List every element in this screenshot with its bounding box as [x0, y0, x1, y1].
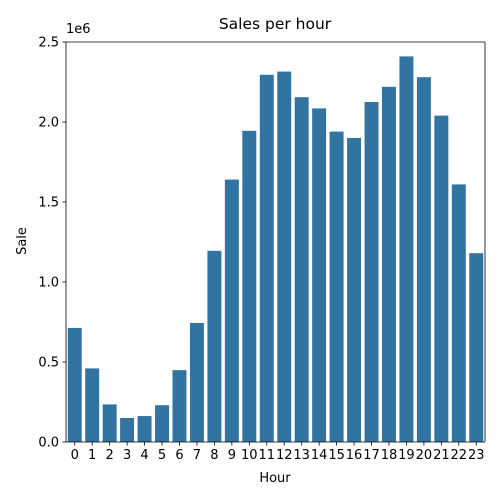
- x-ticks-group: 0 1 2 3 4 5 6 7 8 9 10 11 12 13 14 15 16 17 18 19 20 21 22 23: [71, 442, 485, 463]
- bar-hour-0: [67, 327, 82, 442]
- x-tick-label: 5: [158, 448, 166, 463]
- x-tick-label: 21: [433, 448, 450, 463]
- bar-hour-16: [347, 138, 362, 442]
- x-tick-label: 10: [241, 448, 258, 463]
- x-tick-label: 4: [140, 448, 148, 463]
- bar-hour-10: [242, 130, 257, 443]
- x-tick-label: 20: [416, 448, 433, 463]
- y-tick-label: 1.0: [38, 276, 59, 291]
- x-tick-label: 22: [451, 448, 468, 463]
- x-tick-label: 0: [71, 448, 79, 463]
- x-tick-label: 8: [210, 448, 218, 463]
- x-axis-label: Hour: [259, 471, 291, 486]
- x-tick-label: 7: [193, 448, 201, 463]
- y-axis-label: Sale: [15, 227, 30, 255]
- bar-hour-8: [207, 250, 222, 442]
- x-tick-label: 3: [123, 448, 131, 463]
- y-tick-label: 1.5: [38, 196, 59, 211]
- y-tick-label: 2.5: [38, 36, 59, 51]
- x-tick-label: 14: [311, 448, 328, 463]
- x-tick-label: 17: [363, 448, 380, 463]
- x-tick-label: 11: [258, 448, 275, 463]
- bar-hour-9: [224, 179, 239, 442]
- bar-hour-6: [172, 370, 187, 442]
- x-tick-label: 12: [276, 448, 293, 463]
- x-tick-label: 2: [106, 448, 114, 463]
- bar-hour-15: [329, 131, 344, 442]
- x-tick-label: 18: [381, 448, 398, 463]
- x-tick-label: 13: [293, 448, 310, 463]
- bar-hour-7: [189, 322, 204, 442]
- x-tick-label: 15: [328, 448, 345, 463]
- chart-title: Sales per hour: [219, 15, 332, 33]
- bar-hour-17: [364, 102, 379, 442]
- bar-hour-19: [399, 56, 414, 443]
- x-tick-label: 23: [468, 448, 485, 463]
- x-tick-label: 16: [346, 448, 363, 463]
- bar-hour-20: [416, 77, 431, 442]
- bar-hour-2: [102, 404, 117, 442]
- bar-hour-18: [382, 86, 396, 443]
- bar-hour-4: [137, 416, 152, 442]
- x-tick-label: 9: [228, 448, 236, 463]
- axes-group: [65, 41, 486, 443]
- x-tick-label: 1: [88, 448, 96, 463]
- y-tick-label: 0.5: [38, 356, 59, 371]
- bar-hour-3: [120, 418, 135, 442]
- x-tick-label: 6: [175, 448, 183, 463]
- bar-hour-14: [312, 108, 327, 443]
- bar-hour-11: [259, 74, 274, 443]
- bar-hour-13: [294, 97, 309, 442]
- y-tick-label: 2.0: [38, 116, 59, 131]
- bar-hour-21: [434, 115, 449, 442]
- y-ticks-group: 0.0 0.5 1.0 1.5 2.0 2.5: [38, 36, 66, 451]
- x-tick-label: 19: [398, 448, 415, 463]
- bar-hour-12: [277, 71, 292, 442]
- bar-hour-1: [85, 368, 100, 442]
- y-tick-label: 0.0: [38, 436, 59, 451]
- bar-hour-5: [155, 405, 170, 442]
- bar-hour-22: [451, 184, 466, 442]
- y-axis-offset-text: 1e6: [66, 22, 91, 37]
- bar-hour-23: [469, 253, 484, 442]
- bars-group: [67, 56, 484, 443]
